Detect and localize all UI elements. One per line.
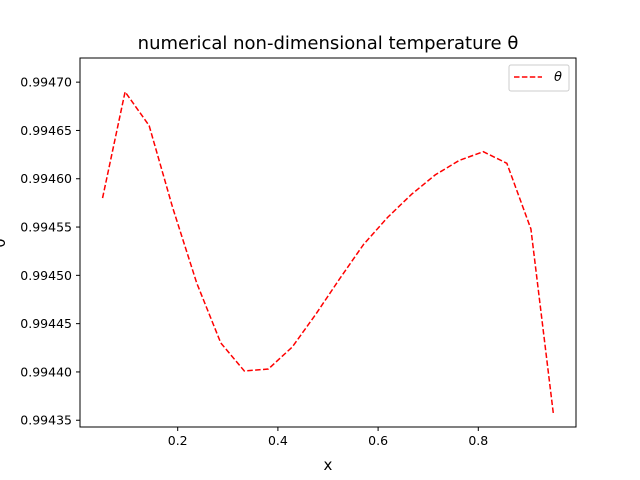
legend-box	[508, 64, 570, 92]
y-axis-ticks: 0.99435 0.99440 0.99445 0.99450 0.99455 0.994…	[20, 75, 80, 428]
plot-frame	[79, 57, 577, 428]
y-tick-label: 0.99460	[20, 171, 72, 186]
legend: θ	[508, 64, 570, 92]
series-layer	[101, 89, 555, 415]
x-tick-label: 0.2	[168, 433, 188, 448]
y-tick-label: 0.99435	[20, 413, 72, 428]
x-axis-label: x	[324, 456, 333, 474]
y-tick-label: 0.99450	[20, 268, 72, 283]
legend-label: θ	[554, 70, 562, 85]
y-tick-label: 0.99455	[20, 220, 72, 235]
x-tick-label: 0.4	[268, 433, 288, 448]
chart-title: numerical non-dimensional temperature θ	[138, 33, 519, 54]
x-axis-ticks: 0.2 0.4 0.6 0.8	[168, 427, 488, 448]
x-tick-label: 0.8	[468, 433, 488, 448]
y-axis-label: θ	[0, 238, 9, 247]
y-tick-label: 0.99470	[20, 75, 72, 90]
x-tick-label: 0.6	[368, 433, 388, 448]
y-tick-label: 0.99445	[20, 316, 72, 331]
series-line-theta	[101, 89, 555, 415]
y-tick-label: 0.99465	[20, 123, 72, 138]
y-tick-label: 0.99440	[20, 364, 72, 379]
